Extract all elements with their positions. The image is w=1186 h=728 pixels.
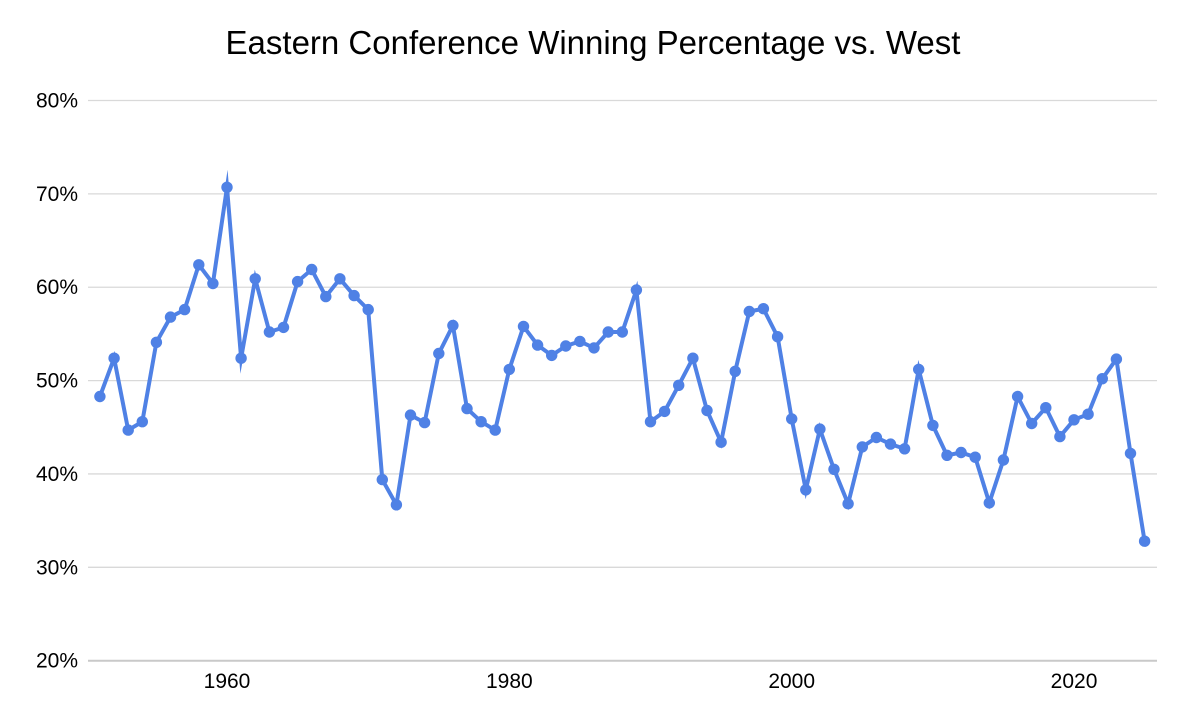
data-point-1983 bbox=[546, 349, 558, 362]
y-tick-label-30: 30% bbox=[36, 556, 78, 579]
data-point-2006 bbox=[870, 431, 883, 444]
data-point-1979 bbox=[489, 424, 501, 436]
data-point-1966 bbox=[306, 263, 318, 276]
y-tick-label-50: 50% bbox=[36, 370, 78, 393]
data-point-2020 bbox=[1068, 414, 1080, 426]
data-point-1999 bbox=[771, 331, 784, 343]
data-point-1976 bbox=[447, 319, 459, 332]
data-point-1985 bbox=[574, 335, 586, 348]
data-point-2003 bbox=[828, 463, 840, 475]
data-point-1968 bbox=[334, 273, 346, 285]
y-tick-label-70: 70% bbox=[36, 183, 78, 206]
data-point-1974 bbox=[418, 416, 431, 429]
data-point-2024 bbox=[1124, 447, 1137, 460]
data-point-1959 bbox=[207, 277, 219, 290]
data-point-1989 bbox=[630, 284, 643, 296]
data-point-1991 bbox=[658, 405, 671, 418]
data-point-1955 bbox=[150, 336, 163, 348]
data-point-1969 bbox=[348, 289, 360, 302]
data-point-2018 bbox=[1040, 402, 1052, 414]
data-point-1982 bbox=[531, 339, 544, 351]
data-point-2022 bbox=[1096, 373, 1109, 385]
data-point-1981 bbox=[517, 320, 530, 333]
data-point-2013 bbox=[969, 451, 981, 463]
data-point-1977 bbox=[461, 402, 473, 415]
data-point-1978 bbox=[475, 416, 487, 428]
data-point-2007 bbox=[884, 438, 897, 450]
data-point-2012 bbox=[955, 446, 967, 459]
data-point-1953 bbox=[122, 424, 134, 436]
data-point-1957 bbox=[178, 303, 191, 316]
data-point-1973 bbox=[404, 409, 417, 421]
data-point-2001 bbox=[800, 484, 812, 496]
data-point-2016 bbox=[1011, 390, 1024, 403]
data-point-2009 bbox=[913, 363, 925, 376]
series-line bbox=[98, 169, 1147, 542]
data-point-1975 bbox=[433, 347, 445, 360]
data-point-1980 bbox=[503, 363, 515, 376]
data-point-1971 bbox=[376, 473, 388, 486]
data-point-1956 bbox=[164, 311, 177, 323]
data-point-2023 bbox=[1110, 353, 1123, 365]
data-point-1961 bbox=[235, 352, 247, 364]
data-point-1958 bbox=[193, 259, 205, 271]
data-point-1987 bbox=[602, 326, 614, 338]
x-tick-label-1980: 1980 bbox=[486, 670, 533, 693]
data-point-1990 bbox=[644, 416, 657, 428]
data-point-1996 bbox=[729, 365, 741, 377]
data-point-2021 bbox=[1082, 408, 1094, 420]
data-point-2000 bbox=[786, 413, 798, 425]
y-tick-label-20: 20% bbox=[36, 650, 78, 673]
data-point-1992 bbox=[673, 379, 685, 391]
data-point-1963 bbox=[263, 326, 276, 338]
data-point-2015 bbox=[997, 454, 1010, 466]
chart-title: Eastern Conference Winning Percentage vs… bbox=[225, 24, 961, 61]
data-point-2005 bbox=[856, 441, 868, 453]
data-point-1997 bbox=[743, 305, 755, 318]
data-point-2019 bbox=[1054, 430, 1066, 443]
data-point-2014 bbox=[983, 497, 995, 509]
x-tick-label-2020: 2020 bbox=[1051, 670, 1098, 693]
data-point-1960 bbox=[221, 181, 233, 193]
data-point-1964 bbox=[277, 321, 290, 334]
data-point-1951 bbox=[94, 390, 106, 403]
data-point-2010 bbox=[927, 419, 939, 432]
data-point-2002 bbox=[814, 423, 826, 435]
data-point-1970 bbox=[362, 303, 374, 316]
data-point-1993 bbox=[687, 352, 699, 364]
x-tick-label-1960: 1960 bbox=[204, 670, 251, 693]
data-point-1995 bbox=[715, 436, 727, 448]
data-point-1998 bbox=[757, 303, 770, 315]
data-point-1972 bbox=[390, 499, 403, 511]
data-point-1984 bbox=[560, 340, 572, 352]
data-point-2011 bbox=[941, 449, 953, 461]
y-tick-label-40: 40% bbox=[36, 463, 78, 486]
data-point-1994 bbox=[701, 404, 713, 417]
data-point-1965 bbox=[291, 275, 304, 288]
data-point-1988 bbox=[616, 326, 628, 338]
data-point-2008 bbox=[898, 443, 911, 455]
data-point-2004 bbox=[842, 498, 854, 510]
x-tick-label-2000: 2000 bbox=[768, 670, 815, 693]
data-point-2025 bbox=[1138, 535, 1151, 547]
data-point-1962 bbox=[249, 273, 261, 285]
y-tick-label-60: 60% bbox=[36, 276, 78, 299]
data-point-1954 bbox=[136, 416, 148, 428]
data-point-1967 bbox=[320, 290, 332, 303]
data-point-1952 bbox=[108, 352, 120, 364]
y-tick-label-80: 80% bbox=[36, 89, 78, 112]
data-point-1986 bbox=[588, 342, 600, 354]
data-point-2017 bbox=[1026, 417, 1038, 430]
